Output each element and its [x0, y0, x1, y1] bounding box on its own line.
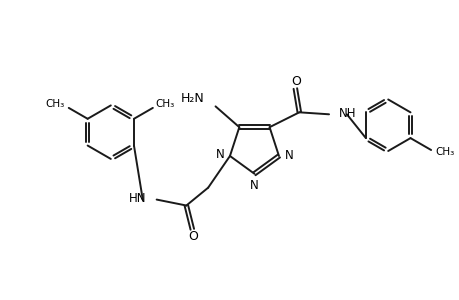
Text: NH: NH [338, 107, 356, 120]
Text: N: N [250, 179, 258, 192]
Text: O: O [188, 230, 198, 243]
Text: H₂N: H₂N [180, 92, 204, 105]
Text: HN: HN [129, 192, 146, 205]
Text: CH₃: CH₃ [434, 147, 453, 157]
Text: N: N [284, 149, 292, 163]
Text: N: N [215, 148, 224, 161]
Text: O: O [291, 75, 301, 88]
Text: CH₃: CH₃ [156, 99, 175, 109]
Text: CH₃: CH₃ [45, 99, 65, 109]
